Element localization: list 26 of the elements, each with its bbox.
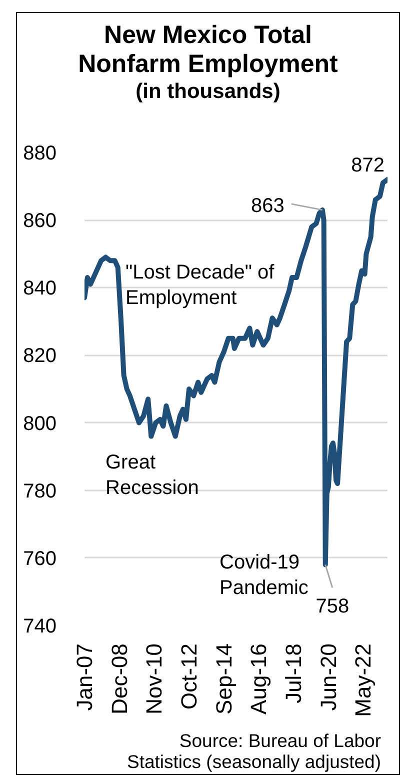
y-tick-label: 780 [23, 480, 57, 502]
x-tick-label: Sep-14 [211, 643, 236, 714]
x-tick-label: Aug-16 [246, 643, 272, 714]
x-tick-label: Jun-20 [316, 643, 341, 711]
annotation: 758 [316, 596, 350, 618]
annotation: Covid-19 Pandemic [220, 552, 308, 599]
y-tick-label: 740 [23, 616, 57, 638]
x-tick-label: Dec-08 [106, 644, 132, 714]
x-tick-label: Oct-12 [176, 643, 202, 710]
chart-title: New Mexico Total Nonfarm Employment [78, 21, 338, 78]
source-note: Source: Bureau of Labor Statistics (seasonally adjusted) [127, 730, 381, 773]
annotation: 872 [351, 154, 385, 177]
annotation: "Lost Decade" of Employment [126, 262, 275, 309]
annotation: 863 [251, 194, 284, 217]
x-tick-label: Jul-18 [281, 644, 306, 704]
y-tick-label: 820 [23, 345, 57, 368]
x-tick-label: May-22 [350, 644, 376, 717]
y-tick-label: 840 [23, 278, 57, 300]
y-tick-label: 800 [23, 412, 57, 435]
y-tick-label: 860 [23, 210, 57, 232]
y-tick-label: 760 [23, 548, 57, 570]
y-tick-label: 880 [23, 142, 57, 164]
x-tick-label: Nov-10 [142, 644, 167, 714]
x-tick-label: Jan-07 [72, 643, 97, 711]
annotation: Great Recession [106, 452, 199, 499]
chart-subtitle: (in thousands) [136, 80, 280, 104]
